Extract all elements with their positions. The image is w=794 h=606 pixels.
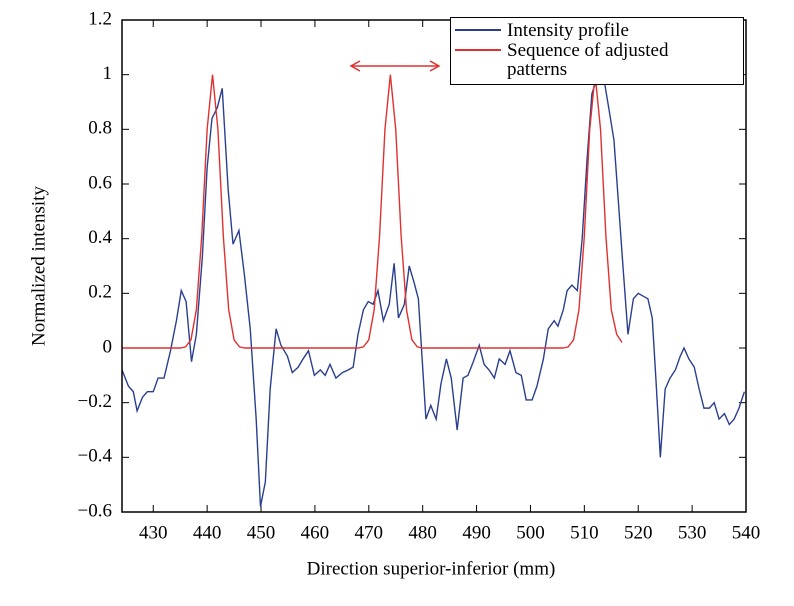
data-line bbox=[122, 73, 746, 507]
x-tick-label: 460 bbox=[301, 522, 330, 543]
x-tick-label: 440 bbox=[193, 522, 222, 543]
legend-label: Intensity profile bbox=[507, 20, 629, 41]
legend-label: Sequence of adjusted patterns bbox=[507, 40, 669, 80]
legend-entry: Intensity profile bbox=[451, 21, 707, 40]
shift-arrow bbox=[349, 60, 441, 72]
arrow-head-left bbox=[349, 60, 361, 72]
x-tick-label: 470 bbox=[355, 522, 384, 543]
legend: Intensity profile Sequence of adjusted pa… bbox=[450, 17, 744, 85]
y-tick-label: 1.2 bbox=[88, 8, 112, 29]
x-tick-label: 450 bbox=[247, 522, 276, 543]
y-tick-label: 0.4 bbox=[88, 227, 112, 248]
plot-frame bbox=[121, 19, 747, 513]
y-tick-label: 1 bbox=[103, 63, 113, 84]
y-tick-label: −0.6 bbox=[78, 500, 112, 521]
data-line bbox=[122, 74, 623, 349]
x-tick-label: 530 bbox=[678, 522, 707, 543]
x-tick-label: 510 bbox=[570, 522, 599, 543]
y-axis-label: Normalized intensity bbox=[28, 186, 49, 346]
x-tick-label: 540 bbox=[732, 522, 761, 543]
x-tick-label: 480 bbox=[408, 522, 437, 543]
y-tick-label: 0.6 bbox=[88, 172, 112, 193]
y-tick-label: 0.2 bbox=[88, 282, 112, 303]
x-tick-label: 500 bbox=[516, 522, 545, 543]
y-tick-label: −0.2 bbox=[78, 391, 112, 412]
legend-entry: Sequence of adjusted patterns bbox=[451, 41, 707, 79]
y-tick-label: 0 bbox=[103, 336, 113, 357]
x-tick-label: 490 bbox=[462, 522, 491, 543]
y-tick-label: 0.8 bbox=[88, 118, 112, 139]
x-axis-label: Direction superior-inferior (mm) bbox=[307, 558, 556, 579]
arrow-head-right bbox=[429, 60, 441, 72]
legend-swatch bbox=[455, 49, 501, 51]
y-tick-label: −0.4 bbox=[78, 446, 113, 467]
x-tick-label: 430 bbox=[139, 522, 168, 543]
legend-swatch bbox=[455, 29, 501, 31]
x-tick-label: 520 bbox=[624, 522, 653, 543]
